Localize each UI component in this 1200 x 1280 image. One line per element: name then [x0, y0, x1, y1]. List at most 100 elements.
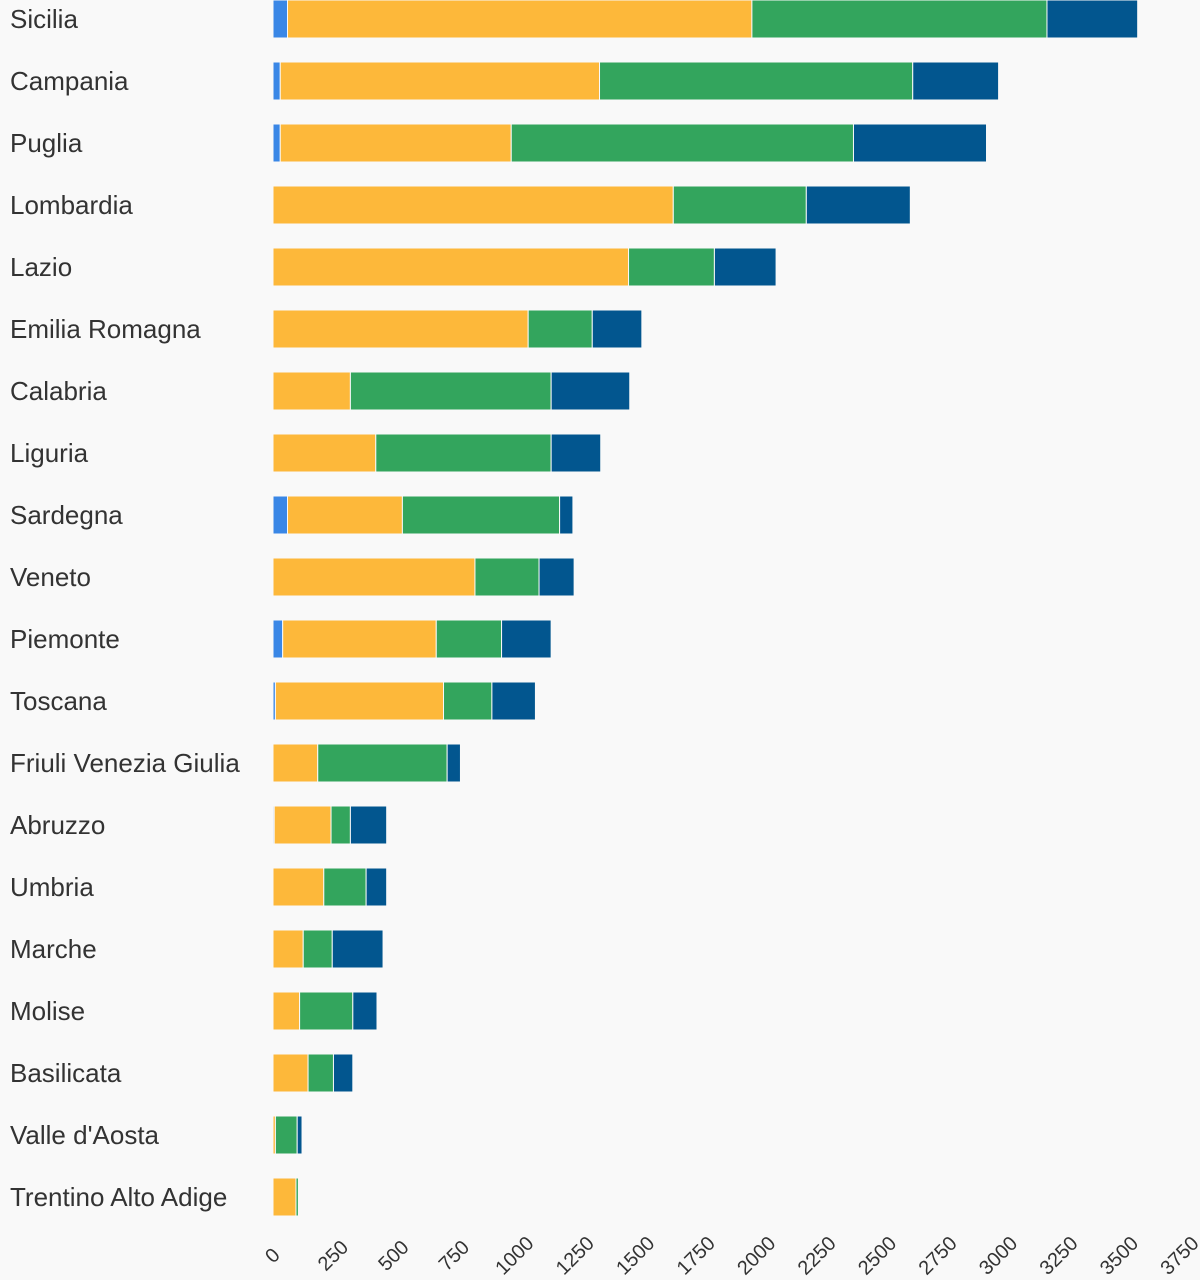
- bar-segment: [323, 867, 367, 907]
- bar-segment: [852, 123, 988, 163]
- category-label: Lombardia: [10, 190, 133, 220]
- bar-segment: [302, 929, 333, 969]
- x-tick-label: 500: [374, 1236, 413, 1275]
- category-label: Emilia Romagna: [10, 314, 201, 344]
- bar-segment: [273, 805, 332, 845]
- bar-segment: [501, 619, 552, 659]
- category-label: Marche: [10, 934, 97, 964]
- category-label: Toscana: [10, 686, 107, 716]
- bar-segment: [628, 247, 715, 287]
- bar-segment: [365, 867, 388, 907]
- bar-segment: [296, 1115, 303, 1155]
- bar-segment: [317, 743, 448, 783]
- bar-segment: [272, 867, 325, 907]
- bar-segment: [295, 1177, 299, 1217]
- bar-segment: [751, 0, 1048, 39]
- bar-segment: [287, 495, 403, 535]
- bar-segment: [672, 185, 807, 225]
- bar-segment: [713, 247, 777, 287]
- bar-segment: [272, 371, 351, 411]
- category-label: Piemonte: [10, 624, 120, 654]
- bar-segment: [272, 991, 301, 1031]
- category-label: Abruzzo: [10, 810, 105, 840]
- bar-segment: [491, 681, 536, 721]
- bar-segment: [272, 309, 529, 349]
- bar-segment: [331, 929, 384, 969]
- bar-segment: [510, 123, 854, 163]
- category-label: Sardegna: [10, 500, 123, 530]
- bar-segment: [287, 0, 753, 39]
- category-label: Sicilia: [10, 4, 78, 34]
- bar-segment: [559, 495, 574, 535]
- category-label: Trentino Alto Adige: [10, 1182, 227, 1212]
- category-label: Umbria: [10, 872, 94, 902]
- category-label: Lazio: [10, 252, 72, 282]
- bar-segment: [435, 619, 503, 659]
- bar-segment: [272, 433, 377, 473]
- bar-segment: [272, 557, 476, 597]
- x-tick-label: 750: [435, 1236, 474, 1275]
- x-tick-label: 3000: [975, 1232, 1022, 1279]
- bar-segment: [349, 805, 388, 845]
- bar-segment: [272, 743, 319, 783]
- bar-segment: [1046, 0, 1139, 39]
- category-label: Valle d'Aosta: [10, 1120, 160, 1150]
- category-label: Liguria: [10, 438, 89, 468]
- x-tick-label: 2500: [854, 1232, 901, 1279]
- bar-segment: [279, 61, 601, 101]
- category-label: Friuli Venezia Giulia: [10, 748, 240, 778]
- bar-segment: [474, 557, 540, 597]
- category-label: Molise: [10, 996, 85, 1026]
- x-tick-label: 3750: [1156, 1232, 1200, 1279]
- category-label: Veneto: [10, 562, 91, 592]
- bar-segment: [274, 1115, 298, 1155]
- category-label: Basilicata: [10, 1058, 122, 1088]
- bar-segment: [591, 309, 643, 349]
- bar-segment: [443, 681, 493, 721]
- bar-segment: [599, 61, 914, 101]
- x-tick-label: 1500: [612, 1232, 659, 1279]
- bar-segment: [274, 681, 445, 721]
- bar-segment: [272, 619, 284, 659]
- bar-segment: [538, 557, 575, 597]
- x-tick-label: 3250: [1036, 1232, 1083, 1279]
- category-label: Calabria: [10, 376, 107, 406]
- bar-segment: [550, 371, 631, 411]
- bar-segment: [282, 619, 437, 659]
- x-tick-label: 1750: [673, 1232, 720, 1279]
- x-tick-label: 1000: [491, 1232, 538, 1279]
- bar-segment: [272, 61, 281, 101]
- bar-segment: [272, 123, 281, 163]
- x-tick-label: 250: [314, 1236, 353, 1275]
- category-label: Campania: [10, 66, 129, 96]
- bar-segment: [805, 185, 911, 225]
- x-tick-label: 2250: [794, 1232, 841, 1279]
- category-label: Puglia: [10, 128, 83, 158]
- bar-segment: [330, 805, 351, 845]
- bar-segment: [912, 61, 1000, 101]
- bar-segment: [279, 123, 512, 163]
- x-tick-label: 3500: [1096, 1232, 1143, 1279]
- x-tick-label: 0: [261, 1244, 284, 1267]
- bar-segment: [550, 433, 602, 473]
- bar-segment: [352, 991, 378, 1031]
- bar-segment: [307, 1053, 334, 1093]
- bar-segment: [349, 371, 552, 411]
- bar-segment: [272, 1177, 297, 1217]
- bar-segment: [401, 495, 561, 535]
- bar-segment: [272, 0, 289, 39]
- bar-segment: [332, 1053, 354, 1093]
- x-tick-label: 1250: [552, 1232, 599, 1279]
- x-tick-label: 2000: [733, 1232, 780, 1279]
- bar-segment: [272, 185, 674, 225]
- bar-segment: [272, 247, 630, 287]
- bar-segment: [446, 743, 461, 783]
- bar-segment: [272, 1053, 309, 1093]
- bar-segment: [272, 929, 304, 969]
- x-tick-label: 2750: [915, 1232, 962, 1279]
- bar-segment: [375, 433, 552, 473]
- bar-segment: [299, 991, 354, 1031]
- bar-segment: [527, 309, 593, 349]
- bar-segment: [272, 495, 289, 535]
